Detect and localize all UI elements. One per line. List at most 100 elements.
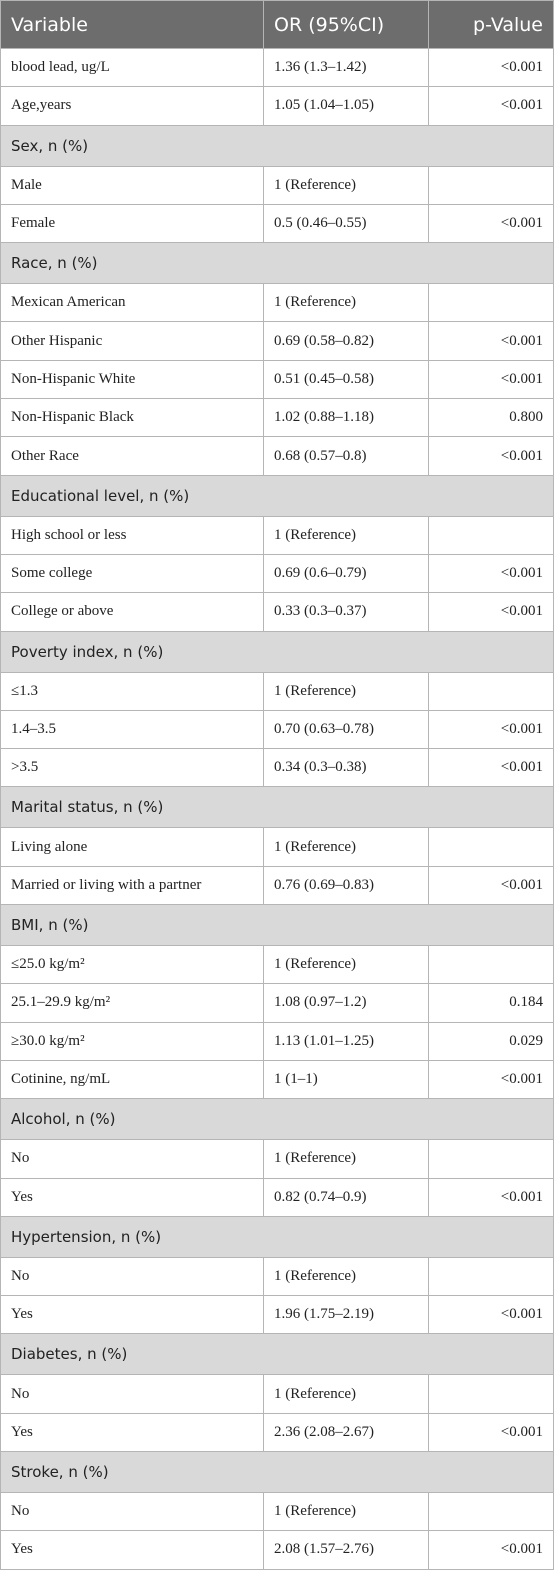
- or-cell: 1 (Reference): [263, 827, 429, 867]
- data-row: 25.1–29.9 kg/m² 1.08 (0.97–1.2) 0.184: [0, 983, 554, 1023]
- or-cell: 0.5 (0.46–0.55): [263, 203, 429, 244]
- data-row: Living alone 1 (Reference): [0, 827, 554, 867]
- p-value-cell: <0.001: [428, 1412, 554, 1453]
- or-cell: 2.36 (2.08–2.67): [263, 1412, 429, 1453]
- p-value-cell: <0.001: [428, 553, 554, 594]
- variable-cell: blood lead, ug/L: [0, 47, 264, 88]
- p-value-cell: [428, 515, 554, 555]
- p-value-cell: [428, 671, 554, 711]
- or-cell: 1 (Reference): [263, 1492, 429, 1532]
- variable-cell: No: [0, 1374, 264, 1414]
- p-value-cell: <0.001: [428, 47, 554, 88]
- p-value-cell: <0.001: [428, 359, 554, 400]
- section-row: Marital status, n (%): [0, 786, 554, 829]
- variable-cell: Cotinine, ng/mL: [0, 1059, 264, 1100]
- or-cell: 0.33 (0.3–0.37): [263, 592, 429, 632]
- or-cell: 1 (Reference): [263, 1374, 429, 1414]
- section-row: Educational level, n (%): [0, 474, 554, 517]
- data-row: No 1 (Reference): [0, 1492, 554, 1532]
- or-cell: 1 (Reference): [263, 945, 429, 985]
- or-cell: 0.82 (0.74–0.9): [263, 1177, 429, 1217]
- section-label: Alcohol, n (%): [0, 1098, 554, 1141]
- p-value-cell: <0.001: [428, 321, 554, 361]
- variable-cell: Other Hispanic: [0, 321, 264, 361]
- section-label: BMI, n (%): [0, 904, 554, 947]
- data-row: High school or less 1 (Reference): [0, 515, 554, 555]
- variable-cell: Other Race: [0, 436, 264, 476]
- variable-cell: No: [0, 1492, 264, 1532]
- data-row: No 1 (Reference): [0, 1374, 554, 1414]
- section-label: Race, n (%): [0, 242, 554, 285]
- variable-cell: Living alone: [0, 827, 264, 867]
- variable-cell: Yes: [0, 1412, 264, 1453]
- p-value-cell: <0.001: [428, 1295, 554, 1335]
- variable-cell: No: [0, 1256, 264, 1297]
- section-row: Hypertension, n (%): [0, 1215, 554, 1258]
- p-value-cell: <0.001: [428, 1177, 554, 1217]
- p-value-cell: [428, 1139, 554, 1179]
- or-cell: 1 (Reference): [263, 1256, 429, 1297]
- section-label: Stroke, n (%): [0, 1451, 554, 1494]
- or-cell: 2.08 (1.57–2.76): [263, 1530, 429, 1570]
- or-cell: 0.69 (0.58–0.82): [263, 321, 429, 361]
- variable-cell: Non-Hispanic White: [0, 359, 264, 400]
- data-row: Yes 1.96 (1.75–2.19) <0.001: [0, 1295, 554, 1335]
- data-row: Age,years 1.05 (1.04–1.05) <0.001: [0, 86, 554, 126]
- or-cell: 1 (Reference): [263, 1139, 429, 1179]
- section-label: Diabetes, n (%): [0, 1333, 554, 1376]
- variable-cell: 1.4–3.5: [0, 709, 264, 750]
- or-cell: 1 (Reference): [263, 165, 429, 205]
- header-cell: OR (95%CI): [263, 0, 429, 49]
- section-row: Poverty index, n (%): [0, 630, 554, 673]
- p-value-cell: [428, 827, 554, 867]
- or-cell: 1 (Reference): [263, 515, 429, 555]
- or-cell: 0.51 (0.45–0.58): [263, 359, 429, 400]
- p-value-cell: 0.029: [428, 1021, 554, 1061]
- or-cell: 0.69 (0.6–0.79): [263, 553, 429, 594]
- header-cell: p-Value: [428, 0, 554, 49]
- p-value-cell: [428, 945, 554, 985]
- or-cell: 0.34 (0.3–0.38): [263, 748, 429, 788]
- variable-cell: >3.5: [0, 748, 264, 788]
- variable-cell: Female: [0, 203, 264, 244]
- data-row: Other Hispanic 0.69 (0.58–0.82) <0.001: [0, 321, 554, 361]
- variable-cell: ≤1.3: [0, 671, 264, 711]
- or-cell: 0.76 (0.69–0.83): [263, 865, 429, 906]
- p-value-cell: [428, 1492, 554, 1532]
- section-row: Race, n (%): [0, 242, 554, 285]
- variable-cell: Yes: [0, 1295, 264, 1335]
- table-header: Variable OR (95%CI) p-Value: [0, 0, 554, 49]
- data-row: Female 0.5 (0.46–0.55) <0.001: [0, 203, 554, 244]
- p-value-cell: [428, 165, 554, 205]
- data-row: ≥30.0 kg/m² 1.13 (1.01–1.25) 0.029: [0, 1021, 554, 1061]
- data-row: >3.5 0.34 (0.3–0.38) <0.001: [0, 748, 554, 788]
- section-label: Poverty index, n (%): [0, 630, 554, 673]
- p-value-cell: <0.001: [428, 865, 554, 906]
- or-cell: 0.68 (0.57–0.8): [263, 436, 429, 476]
- variable-cell: Yes: [0, 1530, 264, 1570]
- variable-cell: 25.1–29.9 kg/m²: [0, 983, 264, 1023]
- variable-cell: Married or living with a partner: [0, 865, 264, 906]
- data-row: Married or living with a partner 0.76 (0.…: [0, 865, 554, 906]
- p-value-cell: 0.800: [428, 398, 554, 438]
- data-row: Male 1 (Reference): [0, 165, 554, 205]
- data-row: No 1 (Reference): [0, 1256, 554, 1297]
- variable-cell: ≤25.0 kg/m²: [0, 945, 264, 985]
- or-cell: 1.02 (0.88–1.18): [263, 398, 429, 438]
- data-row: Some college 0.69 (0.6–0.79) <0.001: [0, 553, 554, 594]
- variable-cell: No: [0, 1139, 264, 1179]
- section-label: Sex, n (%): [0, 124, 554, 167]
- data-row: Yes 2.08 (1.57–2.76) <0.001: [0, 1530, 554, 1570]
- p-value-cell: <0.001: [428, 1530, 554, 1570]
- header-cell: Variable: [0, 0, 264, 49]
- or-cell: 1 (Reference): [263, 671, 429, 711]
- data-row: Mexican American 1 (Reference): [0, 283, 554, 323]
- p-value-cell: [428, 1374, 554, 1414]
- p-value-cell: <0.001: [428, 203, 554, 244]
- table-body: blood lead, ug/L 1.36 (1.3–1.42) <0.001 Age…: [0, 47, 554, 1570]
- or-cell: 1.13 (1.01–1.25): [263, 1021, 429, 1061]
- p-value-cell: <0.001: [428, 436, 554, 476]
- variable-cell: ≥30.0 kg/m²: [0, 1021, 264, 1061]
- variable-cell: Some college: [0, 553, 264, 594]
- section-label: Educational level, n (%): [0, 474, 554, 517]
